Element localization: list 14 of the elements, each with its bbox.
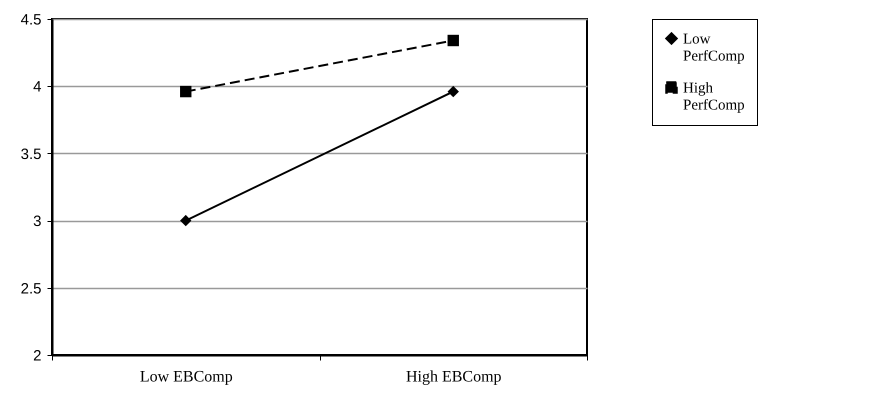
y-tick-label: 3 [33, 213, 42, 230]
y-tick-label: 4 [33, 78, 42, 96]
legend-label: Low PerfComp [683, 32, 745, 64]
y-tick-label: 2.5 [20, 280, 42, 298]
y-tick-label: 3.5 [20, 146, 42, 163]
y-tick-label: 2 [33, 348, 42, 364]
point [180, 214, 192, 226]
x-tick-label: High EBComp [406, 368, 502, 386]
x-tick-label: Low EBComp [140, 368, 233, 386]
point [448, 86, 459, 98]
point [180, 86, 192, 98]
point [448, 34, 459, 46]
y-tick-label: 4.5 [20, 12, 42, 28]
legend-label: High PerfComp [683, 80, 745, 114]
